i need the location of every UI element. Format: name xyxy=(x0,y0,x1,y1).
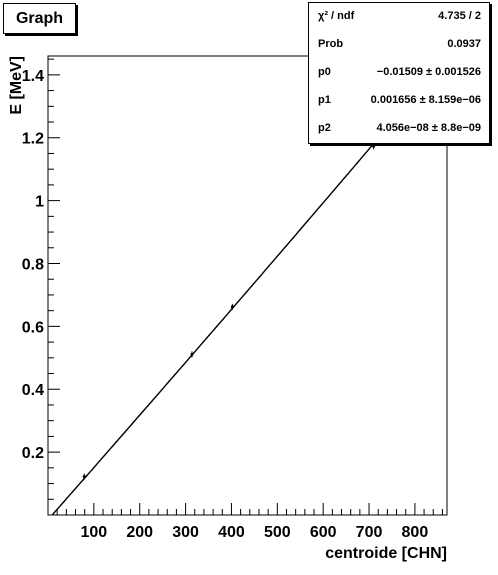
data-point xyxy=(230,303,234,310)
y-tick-label: 0.6 xyxy=(22,319,44,336)
stats-row-p1: p1 0.001656 ± 8.159e−06 xyxy=(309,87,489,115)
y-tick-label: 0.4 xyxy=(22,382,44,399)
x-axis-title: centroide [CHN] xyxy=(325,545,447,562)
stats-row-prob: Prob 0.0937 xyxy=(309,31,489,59)
data-point xyxy=(190,351,194,358)
y-tick-label: 0.2 xyxy=(22,445,44,462)
x-tick-label: 300 xyxy=(172,524,199,541)
stats-value: 4.056e−08 ± 8.8e−09 xyxy=(376,122,481,134)
stats-label: p1 xyxy=(318,94,331,106)
x-tick-label: 400 xyxy=(218,524,245,541)
x-tick-label: 800 xyxy=(402,524,429,541)
stats-label: χ² / ndf xyxy=(318,10,355,22)
stats-value: 4.735 / 2 xyxy=(438,10,481,22)
stats-value: 0.0937 xyxy=(447,38,481,50)
plot-frame xyxy=(47,55,448,516)
y-axis-title: E [MeV] xyxy=(8,56,25,115)
stats-label: p2 xyxy=(318,122,331,134)
y-axis-ticks: 0.2 0.4 0.6 0.8 1 1.2 1.4 xyxy=(22,58,60,500)
stats-row-chi2: χ² / ndf 4.735 / 2 xyxy=(309,3,489,31)
data-point xyxy=(82,473,86,480)
x-tick-label: 100 xyxy=(81,524,108,541)
x-tick-label: 700 xyxy=(356,524,383,541)
fit-stats-box: χ² / ndf 4.735 / 2 Prob 0.0937 p0 −0.015… xyxy=(308,2,490,144)
x-tick-label: 200 xyxy=(126,524,153,541)
stats-value: 0.001656 ± 8.159e−06 xyxy=(370,94,481,106)
x-tick-label: 500 xyxy=(264,524,291,541)
stats-label: Prob xyxy=(318,38,344,50)
stats-row-p2: p2 4.056e−08 ± 8.8e−09 xyxy=(309,115,489,143)
y-tick-label: 1.4 xyxy=(22,68,44,85)
chart-title: Graph xyxy=(3,3,76,34)
y-tick-label: 1 xyxy=(35,194,44,211)
x-axis-ticks: 100 200 300 400 500 600 700 800 xyxy=(56,503,443,541)
data-points-layer xyxy=(82,143,376,480)
data-point xyxy=(372,143,376,150)
y-tick-label: 1.2 xyxy=(22,131,44,148)
stats-row-p0: p0 −0.01509 ± 0.001526 xyxy=(309,59,489,87)
y-tick-label: 0.8 xyxy=(22,256,44,273)
stats-value: −0.01509 ± 0.001526 xyxy=(376,66,481,78)
x-tick-label: 600 xyxy=(310,524,337,541)
stats-label: p0 xyxy=(318,66,331,78)
